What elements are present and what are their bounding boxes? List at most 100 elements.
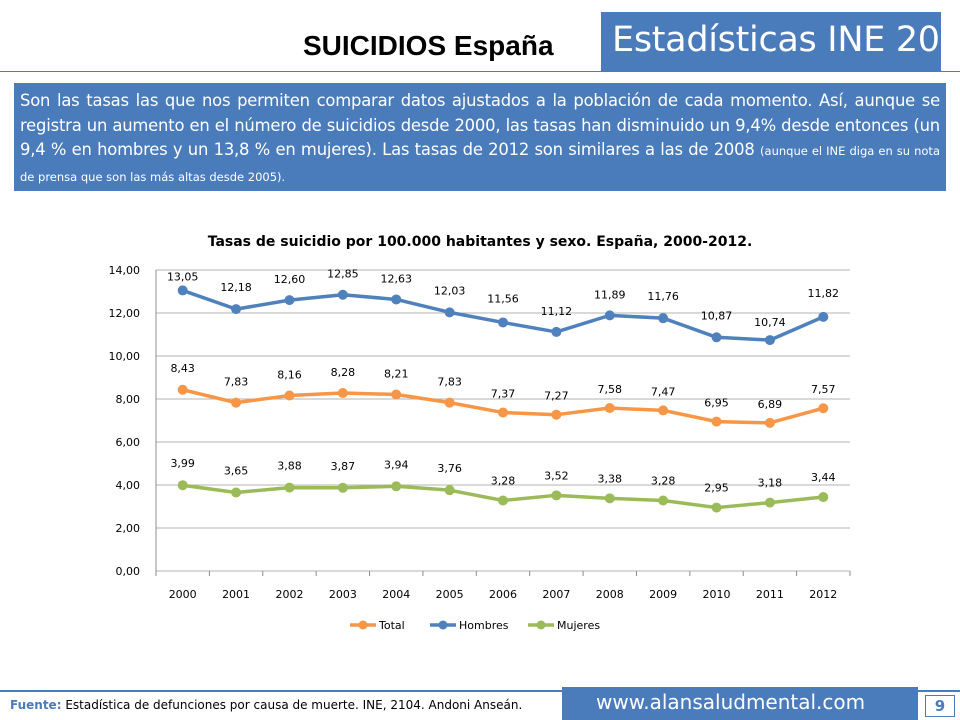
data-point-mujeres bbox=[498, 495, 508, 506]
x-tick-label: 2005 bbox=[436, 588, 464, 601]
data-point-hombres bbox=[764, 335, 775, 346]
data-label-mujeres: 2,95 bbox=[704, 482, 729, 495]
data-label-hombres: 10,87 bbox=[701, 309, 733, 322]
data-point-mujeres bbox=[231, 487, 242, 498]
data-point-mujeres bbox=[818, 492, 829, 503]
data-label-total: 8,28 bbox=[331, 366, 356, 379]
data-point-total bbox=[658, 405, 669, 416]
data-label-hombres: 12,85 bbox=[327, 268, 359, 281]
data-point-total bbox=[444, 397, 455, 408]
legend-marker bbox=[536, 620, 546, 630]
data-label-hombres: 10,74 bbox=[754, 316, 786, 329]
data-point-total bbox=[498, 407, 508, 418]
data-label-mujeres: 3,94 bbox=[384, 458, 409, 471]
page-number: 9 bbox=[925, 695, 955, 717]
source-text: Estadística de defunciones por causa de … bbox=[65, 698, 523, 712]
data-point-hombres bbox=[284, 295, 295, 306]
data-label-total: 7,37 bbox=[491, 388, 516, 401]
data-label-mujeres: 3,88 bbox=[277, 460, 302, 473]
intro-panel: Son las tasas las que nos permiten compa… bbox=[14, 83, 946, 191]
data-point-total bbox=[391, 389, 402, 400]
x-tick-label: 2001 bbox=[222, 588, 250, 601]
y-tick-label: 6,00 bbox=[116, 436, 141, 449]
data-label-hombres: 12,60 bbox=[274, 273, 306, 286]
data-label-hombres: 11,89 bbox=[594, 288, 626, 301]
data-point-mujeres bbox=[604, 493, 615, 504]
data-point-total bbox=[604, 403, 615, 414]
data-label-hombres: 11,82 bbox=[808, 287, 840, 300]
data-point-mujeres bbox=[551, 490, 562, 501]
y-tick-label: 2,00 bbox=[116, 522, 141, 535]
data-point-total bbox=[231, 397, 242, 408]
data-label-mujeres: 3,87 bbox=[331, 460, 356, 473]
legend-label: Hombres bbox=[459, 619, 509, 632]
data-label-mujeres: 3,28 bbox=[491, 474, 516, 487]
subtitle-text: Estadísticas INE 2014 bbox=[612, 20, 960, 60]
x-tick-label: 2008 bbox=[596, 588, 624, 601]
data-label-total: 8,16 bbox=[277, 369, 302, 382]
data-label-mujeres: 3,52 bbox=[544, 469, 569, 482]
data-point-total bbox=[337, 387, 348, 398]
x-tick-label: 2009 bbox=[649, 588, 677, 601]
data-point-hombres bbox=[444, 307, 455, 318]
data-label-mujeres: 3,38 bbox=[598, 472, 623, 485]
data-label-hombres: 11,76 bbox=[647, 290, 679, 303]
data-label-mujeres: 3,99 bbox=[170, 457, 195, 470]
data-point-mujeres bbox=[764, 497, 775, 508]
data-point-total bbox=[711, 416, 722, 427]
data-label-total: 7,57 bbox=[811, 383, 836, 396]
data-label-hombres: 11,56 bbox=[487, 292, 519, 305]
x-tick-label: 2010 bbox=[703, 588, 731, 601]
data-label-mujeres: 3,44 bbox=[811, 471, 836, 484]
legend-marker bbox=[358, 620, 368, 630]
subtitle-banner: Estadísticas INE 2014 bbox=[601, 12, 960, 71]
y-tick-label: 8,00 bbox=[116, 393, 141, 406]
legend-label: Total bbox=[378, 619, 405, 632]
website-banner: www.alansaludmental.com bbox=[562, 687, 918, 720]
page-title: SUICIDIOS España bbox=[303, 30, 554, 61]
data-point-mujeres bbox=[391, 481, 402, 492]
data-label-total: 7,83 bbox=[224, 376, 249, 389]
data-point-total bbox=[284, 390, 295, 401]
legend-marker bbox=[438, 620, 448, 630]
data-label-total: 8,21 bbox=[384, 367, 409, 380]
data-label-total: 7,83 bbox=[437, 376, 462, 389]
data-point-total bbox=[818, 403, 829, 414]
data-point-hombres bbox=[177, 285, 188, 296]
data-point-total bbox=[551, 409, 562, 420]
x-tick-label: 2002 bbox=[275, 588, 303, 601]
x-tick-label: 2000 bbox=[169, 588, 197, 601]
y-tick-label: 4,00 bbox=[116, 479, 141, 492]
data-point-total bbox=[177, 384, 188, 395]
data-label-mujeres: 3,65 bbox=[224, 465, 249, 478]
header-divider bbox=[0, 71, 960, 72]
x-tick-label: 2004 bbox=[382, 588, 410, 601]
data-label-mujeres: 3,18 bbox=[758, 477, 783, 490]
data-label-hombres: 12,03 bbox=[434, 284, 466, 297]
data-label-total: 7,47 bbox=[651, 385, 676, 398]
footer-source: Fuente: Estadística de defunciones por c… bbox=[10, 698, 522, 712]
data-label-mujeres: 3,76 bbox=[437, 462, 462, 475]
data-label-hombres: 12,18 bbox=[220, 281, 252, 294]
intro-note: (aunque el INE diga en su nota de prensa… bbox=[20, 144, 940, 184]
data-point-mujeres bbox=[711, 502, 722, 513]
website-link[interactable]: www.alansaludmental.com bbox=[596, 690, 866, 714]
data-point-hombres bbox=[391, 294, 402, 305]
data-point-hombres bbox=[337, 289, 348, 300]
data-label-hombres: 12,63 bbox=[380, 272, 412, 285]
intro-paragraph: Son las tasas las que nos permiten compa… bbox=[20, 89, 940, 189]
data-point-mujeres bbox=[177, 480, 188, 491]
data-point-mujeres bbox=[337, 482, 348, 493]
data-point-mujeres bbox=[658, 495, 669, 506]
data-point-hombres bbox=[658, 313, 669, 324]
data-label-hombres: 13,05 bbox=[167, 270, 199, 283]
data-point-hombres bbox=[498, 317, 508, 328]
x-tick-label: 2006 bbox=[489, 588, 517, 601]
data-point-mujeres bbox=[284, 482, 295, 493]
source-label: Fuente: bbox=[10, 698, 62, 712]
legend-label: Mujeres bbox=[557, 619, 600, 632]
intro-text: Son las tasas las que nos permiten compa… bbox=[20, 91, 940, 159]
data-point-total bbox=[764, 417, 775, 428]
x-tick-label: 2012 bbox=[809, 588, 837, 601]
footer-divider bbox=[0, 690, 960, 692]
